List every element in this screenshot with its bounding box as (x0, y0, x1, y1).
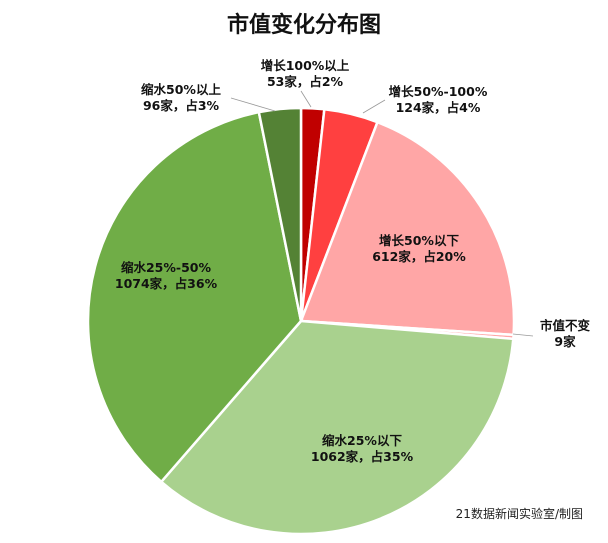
slice-category-label: 缩水25%以下 (322, 433, 402, 448)
slice-category-label: 缩水25%-50% (121, 260, 212, 275)
slice-category-label: 市值不变 (540, 318, 591, 333)
slice-value-label: 1074家，占36% (115, 276, 218, 291)
slice-value-label: 1062家，占35% (311, 449, 414, 464)
slice-value-label: 9家 (554, 334, 576, 349)
pie-slices (86, 106, 516, 536)
pie-slice (299, 120, 516, 337)
slice-category-label: 缩水50%以上 (141, 82, 221, 97)
pie-slice (86, 110, 303, 484)
chart-credit: 21数据新闻实验室/制图 (456, 506, 583, 521)
slice-value-label: 124家，占4% (396, 100, 481, 115)
pie-slice (257, 106, 303, 322)
leader-line (362, 99, 386, 114)
slice-value-label: 96家，占3% (143, 98, 220, 113)
slice-category-label: 增长50%-100% (389, 84, 488, 99)
leader-line (300, 90, 312, 108)
slice-category-label: 增长50%以下 (379, 233, 459, 248)
pie-slice (159, 319, 515, 536)
leader-lines (230, 90, 534, 337)
leader-line (230, 97, 276, 112)
leader-line (512, 333, 534, 337)
slice-value-label: 53家，占2% (267, 74, 344, 89)
slice-category-label: 增长100%以上 (261, 58, 350, 73)
slice-value-label: 612家，占20% (372, 249, 466, 264)
chart-title: 市值变化分布图 (227, 12, 381, 38)
